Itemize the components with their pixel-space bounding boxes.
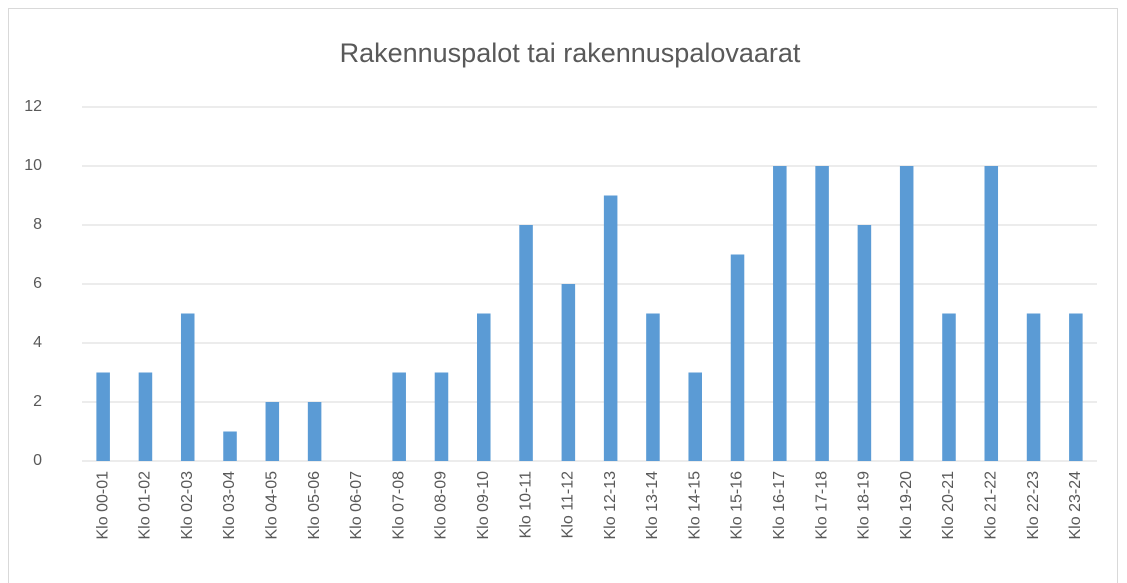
bar [138, 372, 153, 461]
bar [265, 402, 280, 461]
x-tick-label: Klo 16-17 [771, 471, 788, 540]
bar [688, 372, 702, 461]
bar [561, 284, 576, 461]
x-tick-label: Klo 14-15 [686, 471, 703, 540]
bar [1069, 313, 1083, 461]
x-tick-label: Klo 23-24 [1067, 471, 1084, 540]
y-tick-label: 2 [33, 393, 42, 410]
bar [984, 166, 999, 461]
bar [180, 313, 195, 461]
x-tick-label: Klo 01-02 [137, 471, 154, 540]
x-tick-label: Klo 12-13 [602, 471, 619, 540]
bar [434, 372, 449, 461]
bar [307, 402, 322, 461]
y-tick-label: 10 [24, 157, 42, 174]
x-tick-label: Klo 00-01 [94, 471, 111, 540]
x-tick-label: Klo 13-14 [644, 471, 661, 540]
bar [773, 166, 787, 461]
bar [899, 166, 914, 461]
y-tick-label: 6 [33, 275, 42, 292]
bar [815, 166, 829, 461]
x-tick-label: Klo 10-11 [517, 471, 534, 538]
bar [857, 225, 872, 461]
x-tick-label: Klo 22-23 [1025, 471, 1042, 540]
x-tick-label: Klo 18-19 [856, 471, 873, 540]
x-tick-label: Klo 15-16 [729, 471, 746, 540]
x-tick-label: Klo 04-05 [264, 471, 281, 540]
bar [646, 313, 660, 461]
bar [223, 431, 237, 461]
x-tick-label: Klo 02-03 [179, 471, 196, 540]
x-tick-label: Klo 09-10 [475, 471, 492, 540]
x-tick-label: Klo 03-04 [221, 471, 238, 540]
x-tick-label: Klo 11-12 [560, 471, 577, 538]
x-tick-label: Klo 06-07 [348, 471, 365, 540]
bar [392, 372, 406, 461]
y-tick-label: 12 [24, 98, 42, 115]
y-tick-label: 8 [33, 216, 42, 233]
y-tick-label: 4 [33, 334, 42, 351]
x-tick-label: Klo 21-22 [982, 471, 999, 540]
x-tick-label: Klo 20-21 [940, 471, 957, 540]
x-tick-label: Klo 19-20 [898, 471, 915, 540]
bar [519, 225, 533, 461]
x-tick-label: Klo 08-09 [433, 471, 450, 540]
bar [603, 195, 618, 461]
bar [1026, 313, 1041, 461]
chart-title: Rakennuspalot tai rakennuspalovaarat [340, 38, 801, 68]
x-tick-label: Klo 17-18 [813, 471, 830, 540]
bar [730, 254, 745, 461]
bar [96, 372, 110, 461]
bar [942, 313, 956, 461]
bar [477, 313, 491, 461]
x-tick-label: Klo 05-06 [306, 471, 323, 540]
y-tick-label: 0 [33, 452, 42, 469]
x-tick-label: Klo 07-08 [390, 471, 407, 540]
